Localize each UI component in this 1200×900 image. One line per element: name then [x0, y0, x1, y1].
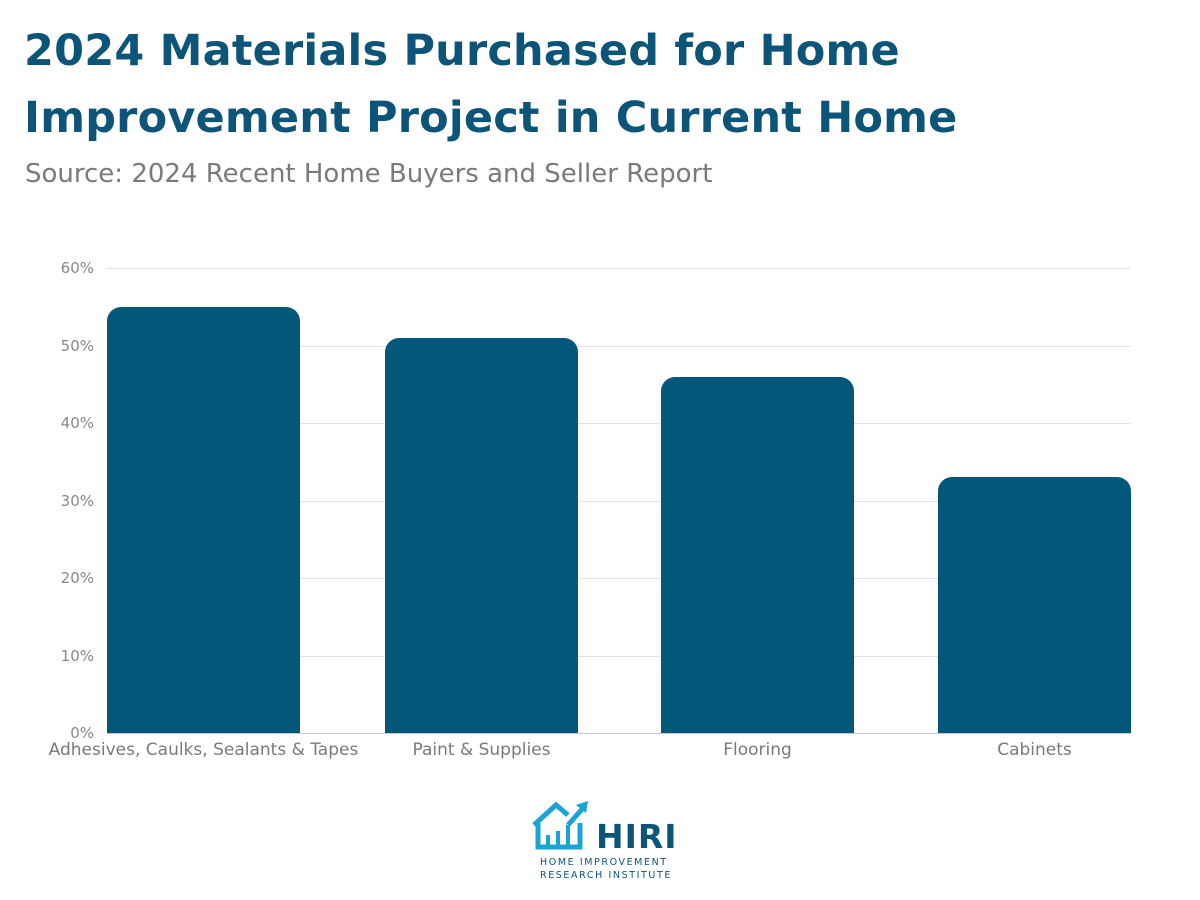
chart-title: 2024 Materials Purchased for Home Improv…	[24, 26, 958, 143]
x-category-label: Cabinets	[997, 740, 1072, 760]
bar	[938, 477, 1131, 733]
gridline	[107, 423, 1131, 424]
gridline	[107, 578, 1131, 579]
bar	[385, 337, 578, 733]
chart-subtitle: Source: 2024 Recent Home Buyers and Sell…	[25, 159, 713, 189]
x-category-label: Flooring	[723, 740, 792, 760]
gridline	[107, 346, 1131, 347]
y-tick-label: 10%	[60, 647, 94, 665]
gridline	[107, 268, 1131, 269]
gridline	[107, 656, 1131, 657]
logo-line-1: HOME IMPROVEMENT	[540, 857, 668, 868]
bar	[661, 376, 854, 733]
gridline	[107, 501, 1131, 502]
bar	[107, 306, 300, 733]
y-tick-label: 40%	[60, 414, 94, 432]
y-tick-label: 30%	[60, 492, 94, 510]
y-tick-label: 0%	[70, 724, 94, 742]
y-tick-label: 20%	[60, 569, 94, 587]
x-axis-line	[107, 733, 1131, 734]
house-arrow-icon	[532, 801, 588, 850]
x-category-label: Paint & Supplies	[412, 740, 551, 760]
y-tick-label: 50%	[60, 337, 94, 355]
logo-wordmark: HIRI	[596, 817, 678, 856]
hiri-logo: HIRI HOME IMPROVEMENT RESEARCH INSTITUTE	[530, 795, 678, 885]
y-tick-label: 60%	[60, 259, 94, 277]
logo-line-2: RESEARCH INSTITUTE	[540, 870, 672, 881]
x-category-label: Adhesives, Caulks, Sealants & Tapes	[48, 740, 359, 760]
